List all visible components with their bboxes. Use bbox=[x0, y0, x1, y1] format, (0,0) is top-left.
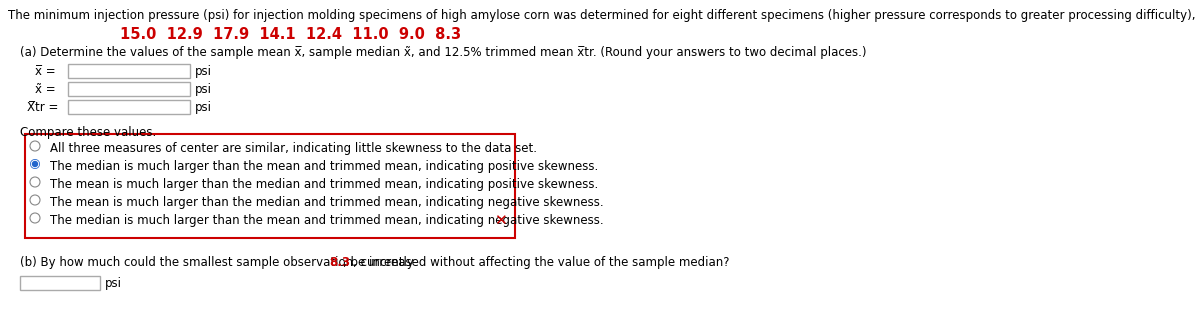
Text: ✕: ✕ bbox=[494, 213, 508, 228]
Text: x̅ =: x̅ = bbox=[35, 65, 55, 78]
Text: X̅tr =: X̅tr = bbox=[28, 101, 59, 114]
FancyBboxPatch shape bbox=[20, 276, 100, 290]
Text: psi: psi bbox=[194, 83, 212, 96]
Text: 15.0  12.9  17.9  14.1  12.4  11.0  9.0  8.3: 15.0 12.9 17.9 14.1 12.4 11.0 9.0 8.3 bbox=[120, 27, 461, 42]
Text: psi: psi bbox=[106, 277, 122, 290]
Circle shape bbox=[30, 141, 40, 151]
Text: All three measures of center are similar, indicating little skewness to the data: All three measures of center are similar… bbox=[50, 142, 538, 155]
Text: Compare these values.: Compare these values. bbox=[20, 126, 156, 139]
Text: The median is much larger than the mean and trimmed mean, indicating positive sk: The median is much larger than the mean … bbox=[50, 160, 599, 173]
Text: The minimum injection pressure (psi) for injection molding specimens of high amy: The minimum injection pressure (psi) for… bbox=[8, 9, 1200, 22]
FancyBboxPatch shape bbox=[68, 100, 190, 114]
Text: The mean is much larger than the median and trimmed mean, indicating positive sk: The mean is much larger than the median … bbox=[50, 178, 599, 191]
Circle shape bbox=[32, 162, 37, 166]
FancyBboxPatch shape bbox=[68, 82, 190, 96]
Circle shape bbox=[30, 195, 40, 205]
Text: 8.3: 8.3 bbox=[329, 256, 349, 269]
Circle shape bbox=[31, 161, 38, 167]
Text: (b) By how much could the smallest sample observation, currently: (b) By how much could the smallest sampl… bbox=[20, 256, 418, 269]
Text: x̃ =: x̃ = bbox=[35, 83, 55, 96]
Text: The mean is much larger than the median and trimmed mean, indicating negative sk: The mean is much larger than the median … bbox=[50, 196, 604, 209]
Text: (a) Determine the values of the sample mean x̅, sample median x̃, and 12.5% trim: (a) Determine the values of the sample m… bbox=[20, 46, 866, 59]
FancyBboxPatch shape bbox=[25, 134, 515, 238]
Circle shape bbox=[30, 213, 40, 223]
Circle shape bbox=[30, 159, 40, 169]
Text: psi: psi bbox=[194, 65, 212, 78]
Circle shape bbox=[30, 177, 40, 187]
Text: , be increased without affecting the value of the sample median?: , be increased without affecting the val… bbox=[343, 256, 730, 269]
Text: psi: psi bbox=[194, 101, 212, 114]
Text: The median is much larger than the mean and trimmed mean, indicating negative sk: The median is much larger than the mean … bbox=[50, 214, 604, 227]
FancyBboxPatch shape bbox=[68, 64, 190, 78]
